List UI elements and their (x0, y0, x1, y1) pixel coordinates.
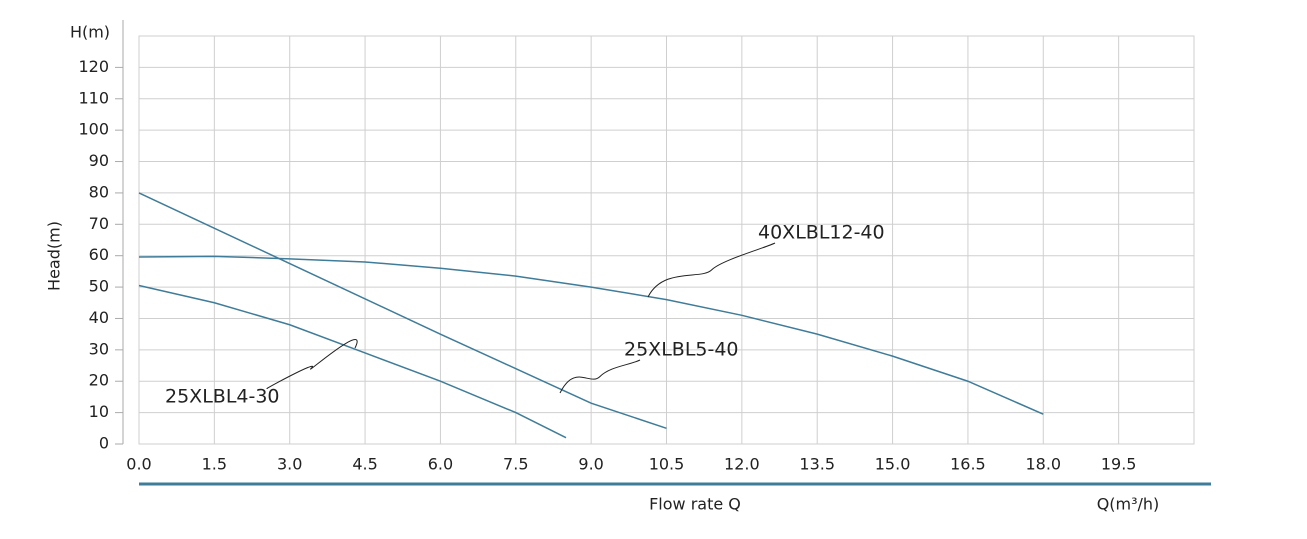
x-tick-label: 10.5 (649, 455, 685, 474)
x-tick-label: 0.0 (126, 455, 151, 474)
y-tick-label: 30 (89, 339, 109, 358)
x-tick-label: 13.5 (799, 455, 835, 474)
x-tick-label: 1.5 (202, 455, 227, 474)
x-tick-label: 9.0 (578, 455, 603, 474)
series-line (138, 255, 1044, 415)
x-tick-label: 16.5 (950, 455, 986, 474)
series-annotation: 40XLBL12-40 (758, 222, 885, 244)
x-axis-label: Flow rate Q (649, 495, 741, 514)
y-tick-label: 40 (89, 308, 109, 327)
x-tick-label: 18.0 (1025, 455, 1061, 474)
x-tick-label: 19.5 (1101, 455, 1137, 474)
x-tick-label: 7.5 (503, 455, 528, 474)
series-annotation: 25XLBL5-40 (624, 339, 739, 361)
leader-line (559, 359, 641, 394)
x-tick-label: 3.0 (277, 455, 302, 474)
y-tick-label: 80 (89, 182, 109, 201)
y-tick-label: 20 (89, 371, 109, 390)
y-top-label: H(m) (70, 23, 110, 42)
y-tick-label: 0 (99, 434, 109, 453)
y-tick-label: 120 (78, 57, 109, 76)
series-annotation: 25XLBL4-30 (165, 386, 280, 408)
series-line (138, 284, 567, 439)
y-axis-label: Head(m) (45, 221, 64, 291)
series-line (138, 192, 667, 430)
x-tick-label: 12.0 (724, 455, 760, 474)
leader-line (266, 339, 358, 389)
x-unit-label: Q(m³/h) (1097, 495, 1160, 514)
y-tick-label: 10 (89, 402, 109, 421)
y-tick-label: 70 (89, 214, 109, 233)
x-tick-label: 6.0 (428, 455, 453, 474)
x-tick-label: 15.0 (875, 455, 911, 474)
y-tick-label: 50 (89, 277, 109, 296)
y-tick-label: 100 (78, 120, 109, 139)
leader-line (647, 242, 776, 298)
y-tick-label: 90 (89, 151, 109, 170)
y-tick-label: 60 (89, 245, 109, 264)
y-tick-label: 110 (78, 88, 109, 107)
x-tick-label: 4.5 (352, 455, 377, 474)
